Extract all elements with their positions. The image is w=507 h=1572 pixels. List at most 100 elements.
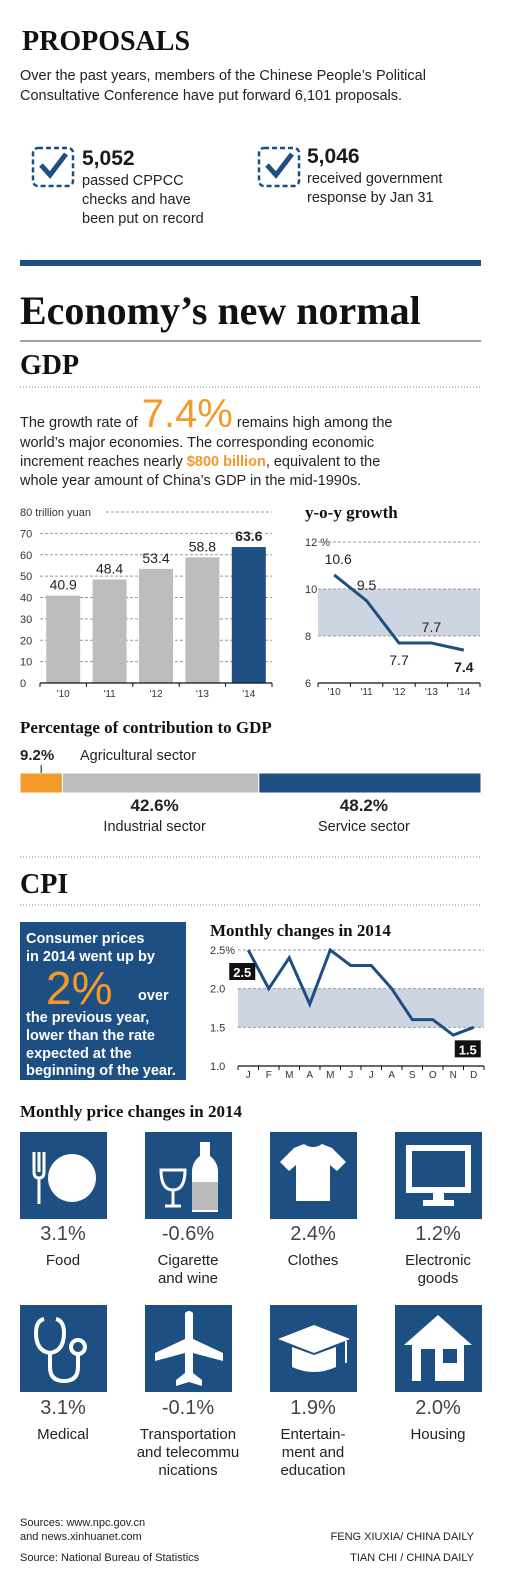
price-change: 2.4% [290, 1223, 336, 1245]
x-tick-label: '13 [196, 689, 209, 700]
x-tick-label: '11 [360, 687, 373, 698]
x-tick-label: J [246, 1070, 251, 1081]
x-tick-label: '13 [425, 687, 438, 698]
item-text: response by Jan 31 [307, 190, 434, 206]
x-tick-label: S [409, 1070, 416, 1081]
item-number: 5,046 [307, 145, 360, 168]
gdp-text: The growth rate of 7.4% remains high amo… [20, 392, 392, 436]
price-change: 2.0% [415, 1397, 461, 1419]
icon-tile [145, 1132, 232, 1219]
cpi-text: 2% [46, 962, 112, 1014]
x-tick-label: F [266, 1070, 272, 1081]
data-label: 7.7 [389, 652, 409, 668]
y-tick-label: 8 [305, 631, 311, 643]
y-tick-label: 70 [20, 528, 32, 540]
price-label: nications [158, 1462, 217, 1479]
data-label: 42.6% [131, 796, 179, 815]
price-change: -0.6% [162, 1223, 214, 1245]
x-tick-label: A [306, 1070, 313, 1081]
y-tick-label: 1.0 [210, 1061, 225, 1073]
data-label: 48.4 [96, 561, 123, 577]
item-text: been put on record [82, 211, 204, 227]
y-tick-label: 60 [20, 550, 32, 562]
x-tick-label: '12 [392, 687, 405, 698]
credit: TIAN CHI / CHINA DAILY [350, 1552, 475, 1564]
y-tick-label: 6 [305, 678, 311, 690]
cpi-text: lower than the rate [26, 1028, 155, 1044]
icon-shape [192, 1182, 218, 1210]
price-label: Medical [37, 1426, 89, 1443]
icon-shape [292, 1347, 336, 1372]
bar [139, 568, 173, 683]
y-tick-label: 80 trillion yuan [20, 507, 91, 519]
source: Source: National Bureau of Statistics [20, 1552, 200, 1564]
line [246, 947, 475, 1037]
x-tick-label: M [285, 1070, 293, 1081]
icon-shape [278, 1325, 350, 1353]
price-label: Cigarette [158, 1252, 219, 1269]
chart-title: Percentage of contribution to GDP [20, 718, 272, 737]
item-number: 5,052 [82, 147, 135, 170]
price-label: and telecommu [137, 1444, 240, 1461]
icon [278, 1325, 350, 1372]
gdp-text-part: increment reaches nearly [20, 454, 187, 470]
check-box [31, 146, 75, 188]
data-label: 9.2% [20, 747, 54, 764]
data-label: 58.8 [189, 538, 216, 554]
gdp-text-part: world’s major economies. The correspondi… [19, 435, 374, 451]
icon-tile [20, 1305, 107, 1392]
icon-shape [421, 1349, 435, 1381]
cpi-text: Consumer prices [26, 931, 144, 947]
check-box [257, 146, 301, 188]
y-tick-label: 0 [20, 678, 26, 690]
y-tick-label: 2.0 [210, 984, 225, 996]
shaded-band [318, 589, 480, 636]
cpi-text: beginning of the year. [26, 1063, 176, 1079]
legend-label: Industrial sector [103, 819, 206, 835]
source: Sources: www.npc.gov.cn [20, 1517, 145, 1529]
cpi-box [20, 922, 186, 1080]
icon-shape [48, 1154, 96, 1202]
section-heading: Monthly price changes in 2014 [20, 1102, 242, 1121]
y-tick-label: 1.5 [210, 1022, 225, 1034]
cpi-text: in 2014 went up by [26, 949, 155, 965]
icon-shape [280, 1144, 346, 1201]
gdp-text-part: The growth rate of [20, 415, 142, 431]
x-tick-label: M [326, 1070, 334, 1081]
data-label: 53.4 [142, 550, 169, 566]
legend-label: Agricultural sector [80, 748, 196, 764]
item-text: checks and have [82, 192, 191, 208]
x-tick-label: O [429, 1070, 437, 1081]
x-tick-label: '11 [103, 689, 116, 700]
x-tick-label: J [348, 1070, 353, 1081]
check-mark [265, 152, 294, 179]
x-tick-label: N [450, 1070, 457, 1081]
chart-title: Monthly changes in 2014 [210, 921, 391, 940]
icon-shape [443, 1349, 457, 1363]
cpi-text: expected at the [26, 1046, 132, 1062]
price-label: and wine [158, 1270, 218, 1287]
gdp-text-part: remains high among the [233, 415, 393, 431]
x-tick-label: '10 [57, 689, 70, 700]
bar [185, 557, 220, 683]
data-label: 1.5 [459, 1042, 477, 1057]
icon-shape [32, 1152, 46, 1204]
gdp-text-part: $800 billion [187, 454, 266, 470]
bar-segment [258, 772, 482, 794]
cpi-text: over [138, 988, 169, 1004]
gdp-text-part: whole year amount of China’s GDP in the … [19, 473, 361, 489]
x-tick-label: '10 [328, 687, 341, 698]
x-tick-label: '14 [242, 689, 255, 700]
gdp-text-part: 7.4% [142, 392, 233, 436]
price-label: Clothes [288, 1252, 339, 1269]
y-tick-label: 50 [20, 571, 32, 583]
bar [231, 547, 266, 683]
price-label: Housing [410, 1426, 465, 1443]
line [333, 573, 465, 652]
icon-shape [423, 1192, 454, 1206]
icon [159, 1142, 218, 1212]
icon-shape [69, 1338, 87, 1356]
bar [92, 579, 127, 683]
price-label: goods [418, 1270, 459, 1287]
